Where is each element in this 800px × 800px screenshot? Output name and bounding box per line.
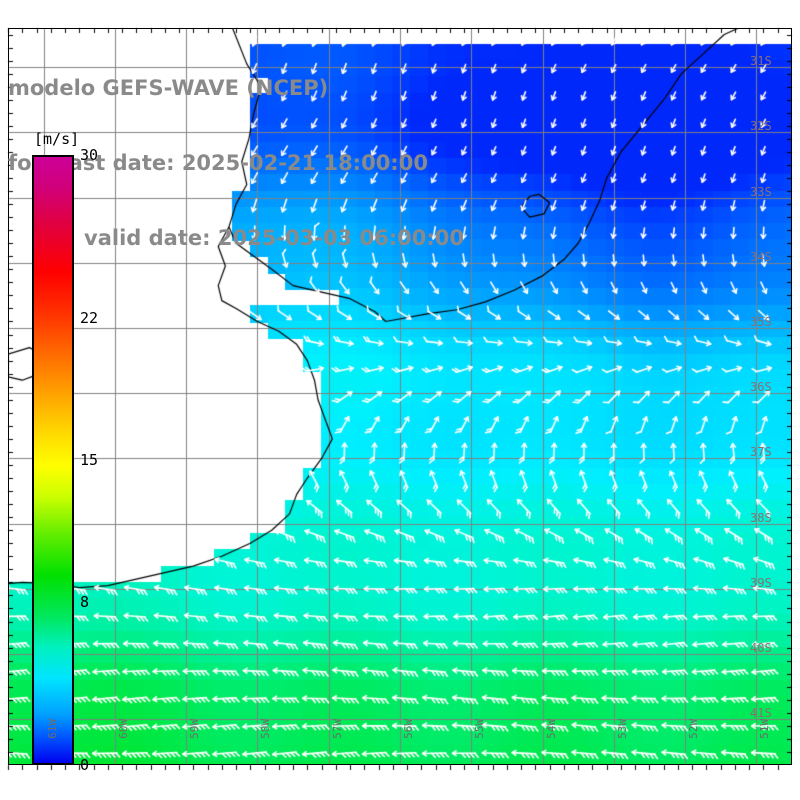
y-tick-label-34S: 34S [750,249,772,264]
x-tick-label-52W: 52W [687,719,701,739]
colorbar-gradient [32,155,74,765]
title-block: modelo GEFS-WAVE (NCEP) forecast date: 2… [0,26,540,301]
x-tick-label-58W: 58W [259,719,273,739]
x-tick-label-59W: 59W [188,719,202,739]
colorbar-tick-0: 0 [80,756,90,774]
y-tick-label-38S: 38S [750,510,772,525]
y-tick-label-41S: 41S [750,706,772,721]
colorbar-tick-22: 22 [80,308,99,327]
model-title: modelo GEFS-WAVE (NCEP) [8,76,329,100]
x-tick-label-51W: 51W [758,719,772,739]
y-tick-label-35S: 35S [750,315,772,330]
y-tick-label-32S: 32S [750,119,772,134]
x-tick-label-61W: 61W [45,719,59,739]
x-tick-label-53W: 53W [615,719,629,739]
colorbar-tick-15: 15 [80,451,99,469]
y-tick-label-39S: 39S [750,575,772,590]
y-tick-label-36S: 36S [750,380,772,395]
colorbar-legend: [m/s] 30 22 15 8 0 [30,130,130,780]
x-tick-label-57W: 57W [330,719,344,739]
colorbar-tick-30: 30 [80,146,99,164]
x-tick-label-55W: 55W [473,719,487,739]
y-tick-label-40S: 40S [750,641,772,656]
x-tick-label-60W: 60W [116,719,130,739]
colorbar-unit-label: [m/s] [34,130,80,148]
colorbar-tick-8: 8 [80,593,90,612]
y-tick-label-33S: 33S [750,184,772,199]
x-tick-label-54W: 54W [544,719,558,739]
y-tick-label-31S: 31S [750,54,772,69]
valid-date: valid date: 2025-03-03 06:00:00 [84,226,464,250]
x-tick-label-56W: 56W [402,719,415,739]
y-tick-label-37S: 37S [750,445,772,460]
